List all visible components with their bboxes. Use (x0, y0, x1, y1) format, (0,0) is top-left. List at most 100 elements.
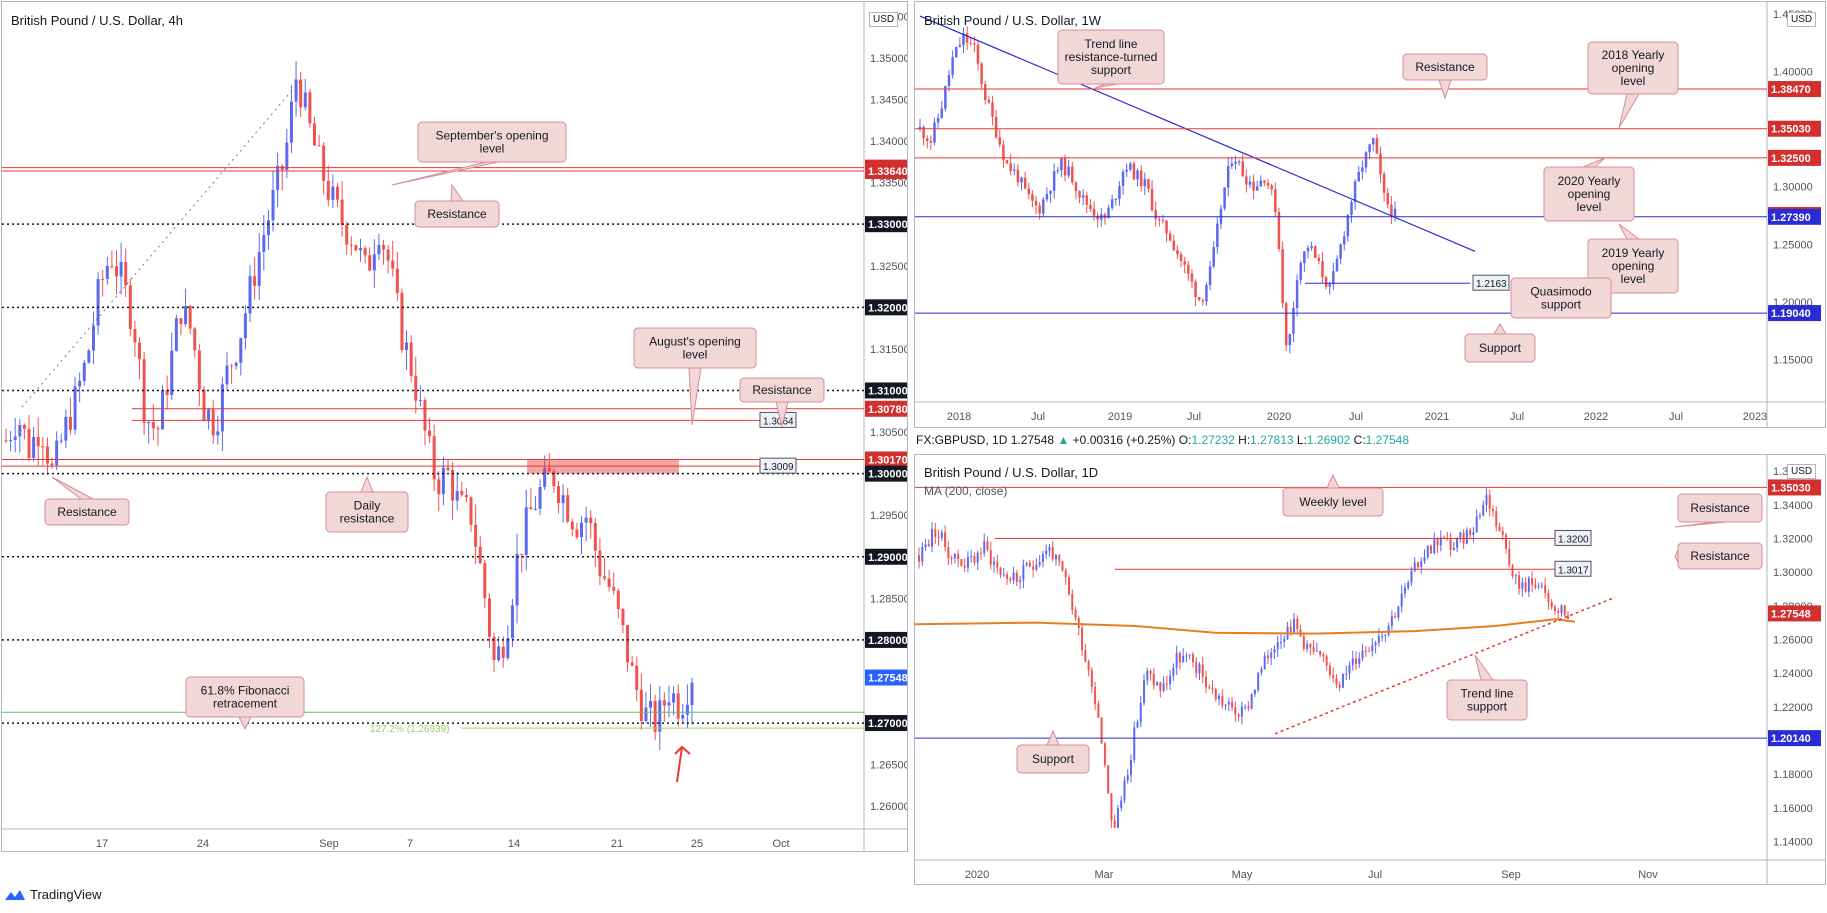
candle-body (1147, 179, 1150, 189)
candle-body (1263, 180, 1266, 183)
candle-body (940, 532, 943, 538)
candle-body (649, 700, 653, 708)
candle-body (1116, 808, 1119, 828)
candle-body (1028, 562, 1031, 567)
candle-body (1332, 675, 1335, 679)
candle-body (1204, 676, 1207, 688)
callout-resistance-right-text: Resistance (752, 383, 812, 397)
candle-body (1485, 495, 1488, 506)
callout-2019-yearly-pointer (1618, 223, 1641, 240)
chart-panel-1w[interactable]: 1.150001.200001.250001.300001.350001.400… (914, 1, 1826, 428)
callout-support-1d: Support (1016, 729, 1090, 774)
candle-body (1413, 562, 1416, 571)
candle-body (922, 126, 925, 139)
chart-panel-1d[interactable]: 1.140001.160001.180001.200001.220001.240… (914, 454, 1826, 885)
candle-body (976, 44, 980, 64)
candle-body (1276, 642, 1279, 650)
candle-body (672, 693, 676, 703)
candle-body (538, 487, 542, 509)
ma-legend: MA (200, close) (924, 484, 1008, 498)
candle-body (1100, 717, 1103, 744)
candle-body (1161, 219, 1165, 221)
callout-quasimodo-support-text: Quasimodo (1530, 285, 1592, 299)
x-tick-label: 2021 (1425, 411, 1449, 423)
candle-body (345, 224, 349, 245)
candle-body (1306, 644, 1309, 650)
candle-body (197, 350, 201, 390)
currency-badge-4h[interactable]: USD (869, 12, 899, 27)
currency-badge-1w[interactable]: USD (1787, 12, 1817, 27)
candle-body (1188, 654, 1191, 656)
callout-daily-resistance-text: resistance (340, 512, 395, 526)
candle-body (1194, 281, 1197, 298)
candle-body (1247, 706, 1250, 709)
candle-body (1495, 511, 1498, 527)
candle-body (1136, 170, 1139, 180)
candle-body (1067, 166, 1070, 176)
callout-2020-yearly-text: level (1577, 200, 1602, 214)
y-tick-label: 1.30500 (870, 427, 908, 439)
candle-body (510, 605, 514, 639)
y-tick-label: 1.34000 (870, 136, 908, 148)
candle-body (1410, 570, 1413, 583)
candle-body (1132, 163, 1136, 180)
callout-weekly-level: Weekly level (1282, 473, 1384, 517)
callout-resistance-left-pointer (51, 476, 94, 500)
candle-body (924, 544, 927, 548)
candle-body (1025, 562, 1028, 565)
candle-body (1537, 586, 1540, 588)
callout-resistance-1w: Resistance (1402, 53, 1488, 100)
price-tag-1w: 1.38470 (1771, 84, 1811, 96)
candle-body (1368, 144, 1371, 153)
candle-body (1061, 560, 1064, 571)
candle-body (1027, 188, 1031, 195)
candle-body (1118, 186, 1121, 199)
callout-resistance-top-pointer (450, 183, 464, 202)
candle-body (662, 700, 666, 706)
candle-body (110, 265, 114, 267)
candle-body (589, 517, 593, 524)
callout-trendline-support-text: Trend line (1085, 37, 1138, 51)
candle-body (1544, 585, 1547, 593)
candle-body (248, 276, 252, 314)
candle-body (1054, 554, 1057, 560)
candle-body (529, 507, 533, 510)
candle-body (1266, 655, 1269, 658)
callout-resistance-top-box (414, 200, 500, 228)
price-tag-1d-bg (1768, 730, 1821, 747)
candle-body (119, 261, 123, 277)
open-value: 1.27232 (1191, 433, 1235, 447)
candle-body (497, 646, 501, 661)
candle-body (1216, 223, 1219, 248)
candle-body (1277, 211, 1281, 250)
chart-canvas-4h[interactable]: 1.260001.265001.270001.275001.280001.285… (2, 2, 908, 852)
candle-body (1382, 174, 1386, 193)
y-tick-label: 1.25000 (1773, 239, 1813, 251)
callout-resistance-right: Resistance (739, 377, 825, 427)
price-tag-4h: 1.30170 (868, 454, 908, 466)
low-value: 1.26902 (1306, 433, 1351, 447)
candle-body (1013, 169, 1016, 171)
candle-body (377, 244, 381, 255)
price-tag-4h: 1.31000 (868, 385, 908, 397)
candle-body (22, 425, 26, 429)
x-tick-label: 2020 (965, 869, 989, 881)
candle-body (1214, 688, 1217, 700)
chart-canvas-1d[interactable]: 1.140001.160001.180001.200001.220001.240… (915, 455, 1826, 885)
candle-body (299, 79, 303, 108)
candle-body (1208, 266, 1212, 285)
symbol-header: FX:GBPUSD, 1D 1.27548 ▲ +0.00316 (+0.25%… (916, 433, 1409, 447)
candle-body (607, 578, 611, 587)
chart-panel-4h[interactable]: 1.260001.265001.270001.275001.280001.285… (1, 1, 908, 852)
chart-canvas-1w[interactable]: 1.150001.200001.250001.300001.350001.400… (915, 2, 1826, 428)
candle-body (1553, 606, 1556, 612)
candle-body (335, 186, 339, 200)
price-tag-4h: 1.27000 (868, 718, 908, 730)
x-tick-label: Jul (1349, 411, 1363, 423)
y-tick-label: 1.31500 (870, 344, 908, 356)
price-tag-4h: 1.29000 (868, 552, 908, 564)
currency-badge-1d[interactable]: USD (1787, 464, 1817, 479)
price-tag-4h-bg (865, 382, 907, 399)
